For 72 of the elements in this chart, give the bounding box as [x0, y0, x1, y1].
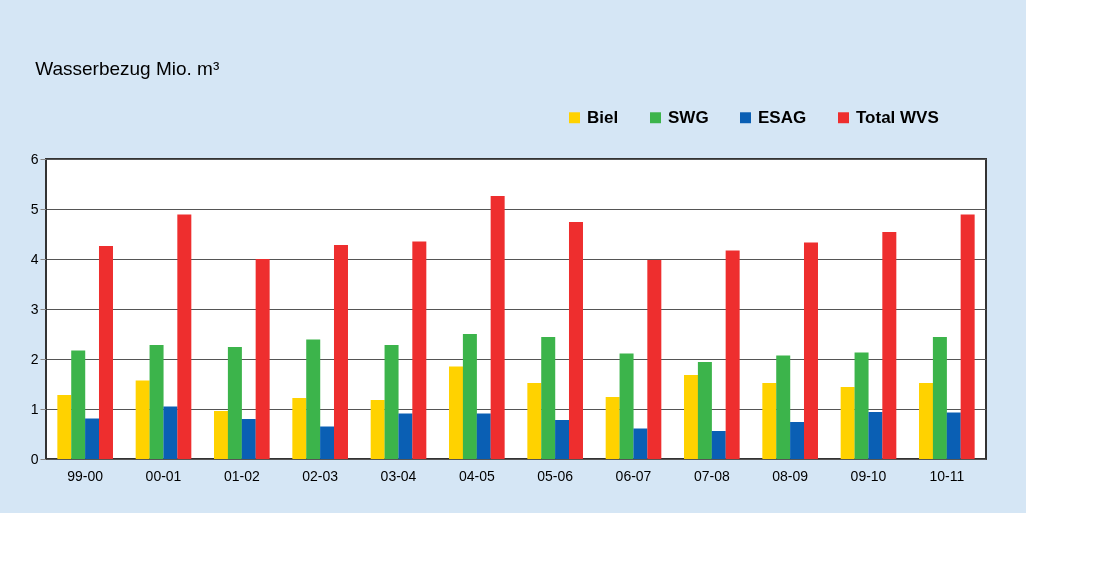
x-tick-label: 04-05 — [458, 467, 495, 484]
y-tick-label: 1 — [30, 400, 39, 417]
bar — [790, 422, 805, 459]
x-tick-label: 99-00 — [67, 467, 104, 484]
x-tick-label: 00-01 — [145, 467, 182, 484]
x-tick-label: 08-09 — [772, 467, 809, 484]
y-tick-label: 6 — [30, 150, 39, 167]
bar — [711, 431, 726, 459]
bar — [476, 413, 491, 459]
bar — [946, 412, 961, 459]
bar — [149, 345, 164, 459]
chart-title: Wasserbezug Mio. m³ — [35, 58, 220, 79]
x-tick-label: 05-06 — [537, 467, 574, 484]
bar — [241, 419, 256, 459]
y-tick-label: 3 — [30, 300, 39, 317]
bar — [255, 259, 270, 459]
bar — [462, 334, 477, 459]
x-tick-label: 09-10 — [850, 467, 887, 484]
legend-label: ESAG — [758, 107, 807, 127]
x-tick-label: 07-08 — [693, 467, 730, 484]
legend-label: Biel — [587, 107, 619, 127]
bar — [882, 232, 897, 459]
x-tick-label: 06-07 — [615, 467, 652, 484]
bar — [633, 428, 648, 459]
bar — [725, 250, 740, 459]
bar — [135, 380, 150, 459]
bar — [306, 339, 321, 459]
bar — [57, 395, 72, 459]
bar — [840, 387, 855, 459]
bar — [605, 397, 620, 459]
bar — [71, 350, 86, 459]
bar — [333, 245, 348, 459]
bar — [163, 406, 178, 459]
bar — [647, 260, 662, 459]
bar — [568, 222, 583, 459]
bar — [412, 241, 427, 459]
bar — [541, 337, 556, 459]
x-tick-label: 03-04 — [380, 467, 417, 484]
bar — [776, 355, 791, 459]
bar — [490, 196, 505, 459]
bar — [85, 418, 100, 459]
bar — [684, 375, 699, 459]
legend-label: Total WVS — [856, 107, 939, 127]
legend-label: SWG — [668, 107, 709, 127]
bar — [449, 366, 464, 459]
bar — [960, 214, 975, 459]
bar — [320, 426, 335, 459]
bar — [919, 383, 934, 459]
x-tick-label: 02-03 — [302, 467, 339, 484]
bar — [868, 412, 883, 459]
bar — [619, 353, 634, 459]
bar — [398, 413, 413, 459]
bar — [292, 398, 307, 459]
bar — [384, 345, 399, 459]
bar — [227, 347, 242, 459]
bar — [177, 214, 192, 459]
x-tick-label: 01-02 — [223, 467, 260, 484]
bar — [98, 246, 113, 459]
bar — [214, 411, 229, 459]
bar — [697, 362, 712, 459]
bar — [370, 400, 385, 459]
y-tick-label: 5 — [30, 200, 39, 217]
y-tick-label: 0 — [30, 450, 39, 467]
bar — [932, 337, 947, 459]
bar — [803, 242, 818, 459]
bar — [762, 383, 777, 459]
bar — [854, 352, 869, 459]
y-tick-label: 2 — [30, 350, 39, 367]
x-tick-label: 10-11 — [929, 467, 965, 484]
bar — [555, 420, 570, 459]
y-tick-label: 4 — [30, 250, 39, 267]
bar — [527, 383, 542, 459]
